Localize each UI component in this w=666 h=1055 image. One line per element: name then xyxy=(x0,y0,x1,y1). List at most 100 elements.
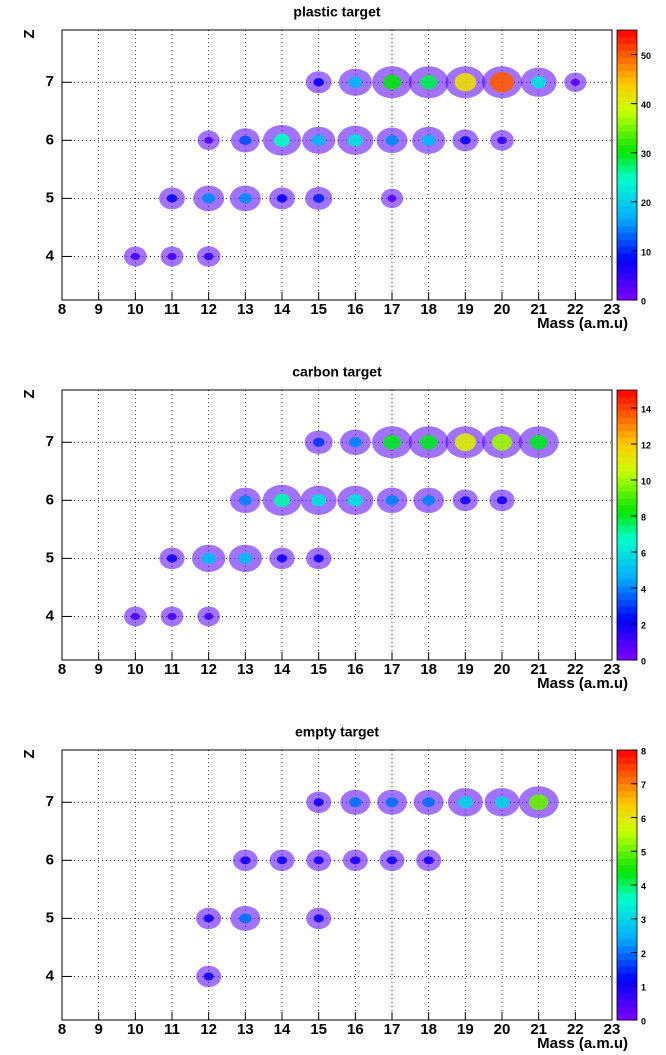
cluster xyxy=(422,495,436,506)
cluster xyxy=(239,135,252,146)
cluster xyxy=(203,914,214,923)
colorbar-step xyxy=(617,612,637,620)
cluster xyxy=(130,612,140,620)
colorbar-step xyxy=(617,266,637,274)
colorbar-step xyxy=(617,770,637,778)
colorbar-step xyxy=(617,165,637,173)
cluster xyxy=(313,554,324,563)
cluster xyxy=(387,194,397,202)
colorbar-step xyxy=(617,885,637,893)
y-tick-label: 5 xyxy=(46,909,54,926)
colorbar-step xyxy=(617,646,637,654)
x-tick-label: 14 xyxy=(274,1021,291,1038)
colorbar-step xyxy=(617,63,637,71)
chart-title: carbon target xyxy=(292,364,382,380)
colorbar-step xyxy=(617,471,637,479)
cluster xyxy=(460,496,471,505)
x-tick-label: 19 xyxy=(457,661,474,678)
colorbar-tick-label: 14 xyxy=(641,404,651,414)
cluster xyxy=(383,434,401,450)
colorbar-step xyxy=(617,552,637,560)
colorbar-tick-label: 10 xyxy=(641,247,651,257)
y-tick-label: 6 xyxy=(46,851,54,868)
cluster xyxy=(130,252,140,261)
colorbar-step xyxy=(617,831,637,839)
cluster xyxy=(202,193,216,204)
colorbar-step xyxy=(617,979,637,987)
cluster xyxy=(419,434,438,450)
colorbar-step xyxy=(617,178,637,186)
x-tick-label: 12 xyxy=(200,661,217,678)
colorbar-step xyxy=(617,232,637,240)
y-tick-label: 7 xyxy=(46,73,54,90)
colorbar-tick-label: 50 xyxy=(641,51,651,61)
colorbar-step xyxy=(617,790,637,798)
colorbar-step xyxy=(617,430,637,438)
colorbar-step xyxy=(617,390,637,398)
colorbar-step xyxy=(617,525,637,533)
x-tick-label: 12 xyxy=(200,301,217,318)
cluster xyxy=(167,612,177,620)
colorbar-step xyxy=(617,545,637,553)
colorbar-tick-label: 12 xyxy=(641,440,651,450)
colorbar-step xyxy=(617,891,637,899)
x-tick-label: 21 xyxy=(530,301,547,318)
colorbar-step xyxy=(617,837,637,845)
x-tick-label: 10 xyxy=(127,661,144,678)
colorbar-step xyxy=(617,1013,637,1021)
colorbar-step xyxy=(617,410,637,418)
cluster xyxy=(238,552,253,565)
colorbar-step xyxy=(617,993,637,1001)
colorbar-step xyxy=(617,77,637,85)
colorbar-step xyxy=(617,50,637,58)
y-tick-label: 5 xyxy=(46,549,54,566)
colorbar-step xyxy=(617,504,637,512)
colorbar-step xyxy=(617,246,637,254)
colorbar-step xyxy=(617,1006,637,1014)
cluster xyxy=(313,193,325,203)
colorbar-tick-label: 7 xyxy=(641,780,646,790)
colorbar-tick-label: 0 xyxy=(641,296,646,306)
cluster xyxy=(201,552,216,565)
colorbar-tick-label: 1 xyxy=(641,983,646,993)
colorbar-step xyxy=(617,606,637,614)
x-tick-label: 17 xyxy=(384,301,401,318)
x-tick-label: 19 xyxy=(457,1021,474,1038)
cluster xyxy=(238,495,252,506)
y-tick-label: 4 xyxy=(46,607,55,624)
colorbar-tick-label: 0 xyxy=(641,1016,646,1026)
chart-title: plastic target xyxy=(293,4,380,20)
cluster xyxy=(204,136,214,144)
x-tick-label: 22 xyxy=(567,1021,584,1038)
colorbar-step xyxy=(617,219,637,227)
cluster xyxy=(457,796,473,809)
colorbar-step xyxy=(617,444,637,452)
x-tick-label: 23 xyxy=(604,1021,621,1038)
colorbar-step xyxy=(617,851,637,859)
cluster xyxy=(203,972,214,981)
cluster xyxy=(311,134,326,146)
cluster xyxy=(311,494,327,507)
colorbar-step xyxy=(617,986,637,994)
x-tick-label: 14 xyxy=(274,661,291,678)
colorbar-step xyxy=(617,477,637,485)
cluster xyxy=(238,193,252,204)
colorbar-step xyxy=(617,633,637,641)
x-tick-label: 22 xyxy=(567,661,584,678)
colorbar-step xyxy=(617,626,637,634)
colorbar-step xyxy=(617,158,637,166)
colorbar-step xyxy=(617,273,637,281)
cluster xyxy=(273,133,291,147)
colorbar-step xyxy=(617,579,637,587)
colorbar-step xyxy=(617,518,637,526)
colorbar-step xyxy=(617,585,637,593)
colorbar-tick-label: 20 xyxy=(641,198,651,208)
y-tick-label: 6 xyxy=(46,491,54,508)
x-tick-label: 8 xyxy=(58,661,66,678)
cluster xyxy=(496,496,508,505)
cluster xyxy=(167,252,177,261)
cluster xyxy=(349,797,362,808)
x-tick-label: 9 xyxy=(94,661,102,678)
x-axis-label: Mass (a.m.u) xyxy=(537,315,628,332)
colorbar-step xyxy=(617,144,637,152)
